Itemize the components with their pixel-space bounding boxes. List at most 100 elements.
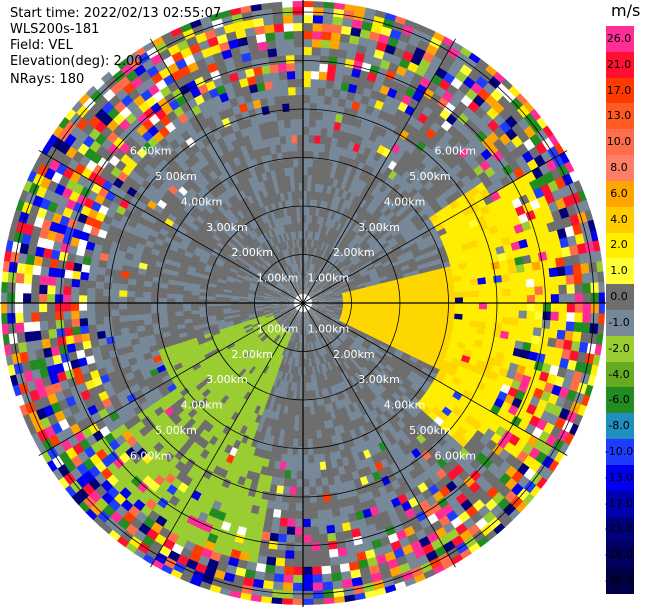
range-gate [414,254,424,263]
range-gate [294,526,303,536]
range-gate [378,272,388,279]
range-gate [355,152,364,163]
range-gate [343,594,356,605]
range-gate [425,43,440,57]
range-gate [295,502,303,512]
range-gate [339,283,348,289]
range-gate [438,303,448,309]
range-gate [310,78,320,88]
range-gate [353,169,363,179]
range-gate [313,462,321,471]
range-gate [478,303,488,311]
range-gate [303,182,308,192]
range-gate [305,222,309,232]
range-gate [445,209,457,220]
range-gate [462,303,472,310]
range-gate [426,17,441,31]
range-gate [317,266,323,275]
range-gate [324,287,333,293]
range-gate [490,231,502,242]
range-gate [341,234,349,244]
range-gate [334,72,345,83]
range-gate [381,147,392,158]
range-gate [312,283,319,291]
range-gate [312,283,319,291]
range-gate [349,267,358,274]
range-gate [548,267,559,278]
range-gate [442,204,453,215]
range-gate [330,137,339,147]
range-gate [542,285,552,296]
range-gate [330,228,336,238]
range-gate [510,287,520,297]
range-gate [368,205,378,215]
range-gate [366,1,380,9]
range-gate [313,191,319,201]
range-gate [335,274,344,281]
range-gate [575,426,589,441]
range-gate [345,261,354,269]
range-gate [326,263,333,272]
range-gate [429,213,440,223]
range-gate [362,173,372,184]
range-gate [308,126,316,136]
range-gate [582,292,592,304]
range-gate [305,262,308,272]
range-gate [421,190,433,201]
range-gate [410,246,421,255]
range-gate [360,95,371,106]
range-gate [322,271,330,279]
range-gate [413,205,424,215]
range-gate [536,175,549,189]
range-gate [327,277,335,284]
range-gate [335,196,342,206]
range-gate [332,229,339,239]
range-gate [558,311,568,323]
range-gate [374,264,384,271]
range-gate [322,284,330,290]
range-gate [383,130,394,141]
range-gate [317,277,324,285]
range-gate [550,167,563,182]
range-gate [306,279,310,288]
range-gate [308,280,313,289]
range-gate [325,253,332,262]
range-gate [309,293,317,299]
range-gate [375,180,385,191]
range-gate [574,283,584,295]
range-gate [350,254,359,262]
range-gate [311,166,318,176]
range-gate [307,279,311,288]
range-gate [338,171,346,182]
range-gate [308,290,314,298]
range-gate [318,258,323,267]
range-gate [375,595,390,605]
range-gate [366,248,375,257]
range-gate [303,270,306,280]
range-gate [387,160,398,171]
range-gate [319,216,325,226]
range-gate [336,213,343,223]
range-gate [391,243,401,252]
range-gate [303,158,309,168]
range-gate [386,2,401,15]
range-gate [418,226,429,236]
range-gate [305,230,309,240]
range-gate [307,438,314,448]
range-gate [2,385,14,400]
range-gate [323,95,333,105]
range-gate [315,257,320,266]
range-gate [503,218,515,230]
range-gate [402,231,413,240]
range-gate [333,8,346,18]
range-gate [317,87,327,97]
range-gate [438,199,450,210]
range-gate [306,414,312,424]
range-gate [309,280,314,289]
range-gate [350,26,363,38]
range-gate [308,478,316,488]
range-gate [298,414,303,424]
range-gate [344,247,352,256]
range-gate [281,582,294,592]
range-gate [316,167,323,177]
